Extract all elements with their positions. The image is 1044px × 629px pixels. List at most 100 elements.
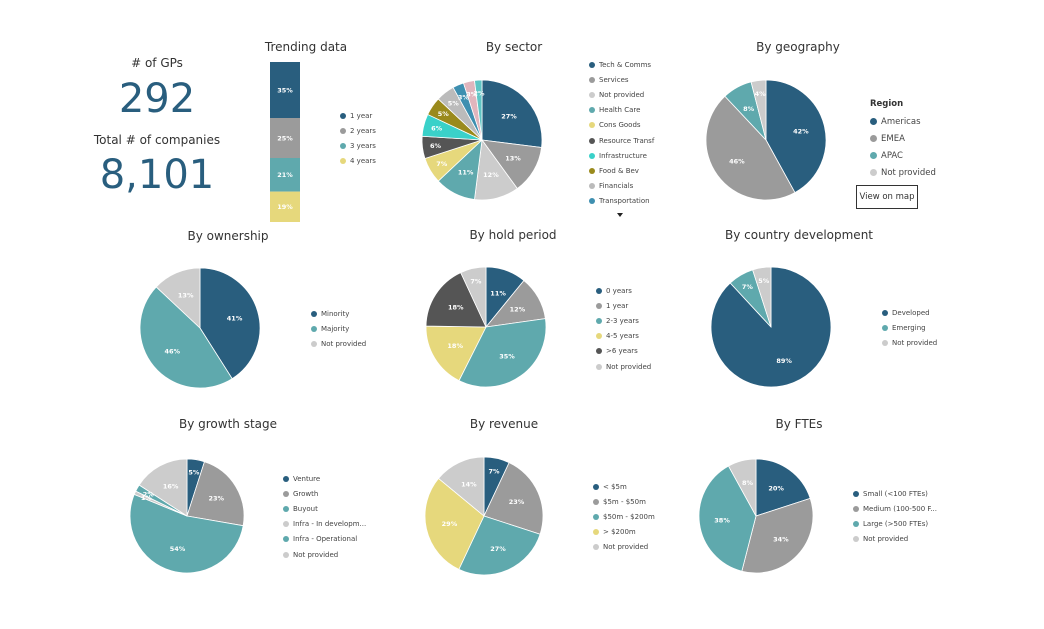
hold-legend-item-6-years[interactable]: >6 years (596, 344, 651, 359)
hold-slice-2-3-years[interactable] (458, 318, 547, 388)
growth-legend-item-venture[interactable]: Venture (283, 471, 366, 486)
sector-slice-label-infrastructure: 6% (431, 125, 443, 133)
sector-title: By sector (485, 40, 543, 54)
legend-label: Not provided (606, 362, 652, 371)
ftes-slice-not-provided[interactable] (727, 458, 757, 517)
hold-slice-not-provided[interactable] (460, 266, 487, 328)
sector-slice-tech-comms[interactable] (481, 79, 543, 148)
legend-dot-icon (596, 302, 602, 309)
ftes-legend-item-large-500-ftes[interactable]: Large (>500 FTEs) (853, 516, 937, 531)
sector-legend-item-services[interactable]: Services (589, 72, 654, 87)
ftes-legend-item-medium-100-500-f[interactable]: Medium (100-500 F... (853, 501, 937, 516)
growth-slice-not-provided[interactable] (138, 458, 188, 517)
hold-legend-item-not-provided[interactable]: Not provided (596, 359, 651, 374)
ownership-legend-item-not-provided[interactable]: Not provided (311, 336, 366, 351)
gps-label: # of GPs (131, 56, 183, 70)
legend-dot-icon (593, 529, 599, 536)
sector-legend-item-financials[interactable]: Financials (589, 179, 654, 194)
revenue-legend-item-5m[interactable]: < $5m (593, 479, 655, 494)
trending-legend-item-1-year[interactable]: 1 year (340, 108, 376, 123)
revenue-legend-item-5m-50m[interactable]: $5m - $50m (593, 494, 655, 509)
legend-label: $50m - $200m (603, 512, 655, 521)
development-legend-item-not-provided[interactable]: Not provided (882, 335, 937, 350)
sector-slice-other-2[interactable] (474, 79, 483, 141)
sector-legend-item-health-care[interactable]: Health Care (589, 103, 654, 118)
ftes-legend-item-small-100-ftes[interactable]: Small (<100 FTEs) (853, 486, 937, 501)
ftes-legend-item-not-provided[interactable]: Not provided (853, 532, 937, 547)
growth-legend-item-infra-in-developm[interactable]: Infra - In developm... (283, 517, 366, 532)
hold-legend-item-1-year[interactable]: 1 year (596, 298, 651, 313)
legend-label: Growth (293, 489, 319, 498)
sector-slice-label-not-provided: 12% (483, 171, 499, 179)
legend-dot-icon (283, 490, 289, 497)
sector-legend-item-tech-comms[interactable]: Tech & Comms (589, 57, 654, 72)
geography-slice-americas[interactable] (765, 79, 827, 194)
revenue-legend-item-not-provided[interactable]: Not provided (593, 540, 655, 555)
development-slice-label-developed: 89% (776, 357, 792, 365)
trending-legend-item-4-years[interactable]: 4 years (340, 154, 376, 169)
ownership-slice-not-provided[interactable] (155, 267, 201, 329)
development-legend-item-emerging[interactable]: Emerging (882, 320, 937, 335)
trending-bar-1-year (270, 62, 300, 118)
revenue-slice-200m[interactable] (424, 477, 485, 570)
legend-dot-icon (870, 135, 877, 142)
legend-label: Food & Bev (599, 166, 639, 175)
geography-slice-not-provided[interactable] (750, 79, 767, 141)
growth-legend-item-growth[interactable]: Growth (283, 486, 366, 501)
revenue-slice-not-provided[interactable] (437, 456, 485, 517)
ownership-slice-label-not-provided: 13% (178, 291, 194, 299)
ownership-legend-item-majority[interactable]: Majority (311, 321, 366, 336)
revenue-slice-label-200m: 29% (442, 520, 458, 528)
ftes-pie-chart: 20% 34% 38% 8% (698, 458, 814, 574)
trending-legend-item-3-years[interactable]: 3 years (340, 138, 376, 153)
geography-legend-item-not-provided[interactable]: Not provided (870, 164, 936, 181)
growth-slice-growth[interactable] (186, 461, 245, 527)
sector-slice-label-financials: 5% (448, 99, 460, 107)
hold-legend-item-2-3-years[interactable]: 2-3 years (596, 313, 651, 328)
sector-legend-item-food-bev[interactable]: Food & Bev (589, 163, 654, 178)
sector-legend-item-transportation[interactable]: Transportation (589, 194, 654, 209)
geography-legend-item-emea[interactable]: EMEA (870, 130, 936, 147)
view-on-map-button[interactable]: View on map (856, 185, 918, 209)
revenue-slice-50m-200m[interactable] (458, 515, 541, 576)
geography-title: By geography (756, 40, 840, 54)
hold-legend-item-4-5-years[interactable]: 4-5 years (596, 329, 651, 344)
legend-label: Tech & Comms (599, 60, 652, 69)
ownership-slice-majority[interactable] (139, 286, 233, 389)
ownership-legend-item-minority[interactable]: Minority (311, 306, 366, 321)
growth-legend-item-not-provided[interactable]: Not provided (283, 547, 366, 562)
development-legend-item-developed[interactable]: Developed (882, 305, 937, 320)
hold-slice-6-years[interactable] (425, 272, 487, 328)
legend-label: Services (599, 75, 629, 84)
growth-slice-buyout[interactable] (129, 493, 244, 574)
sector-slice-label-transportation: 3% (458, 93, 470, 101)
trending-legend-item-2-years[interactable]: 2 years (340, 123, 376, 138)
growth-legend-item-buyout[interactable]: Buyout (283, 501, 366, 516)
hold-legend-item-0-years[interactable]: 0 years (596, 283, 651, 298)
revenue-slice-label-not-provided: 14% (461, 480, 477, 488)
legend-dot-icon (882, 339, 888, 346)
growth-legend-item-infra-operational[interactable]: Infra - Operational (283, 532, 366, 547)
sector-legend-more-arrow[interactable] (617, 213, 623, 217)
sector-legend-item-not-provided[interactable]: Not provided (589, 87, 654, 102)
revenue-slice-5m-50m[interactable] (483, 462, 544, 535)
legend-label: Developed (892, 308, 930, 317)
ftes-slice-large-500-ftes[interactable] (698, 465, 757, 572)
legend-dot-icon (596, 317, 602, 324)
geography-legend-item-americas[interactable]: Americas (870, 113, 936, 130)
sector-legend-item-resource-transf[interactable]: Resource Transf (589, 133, 654, 148)
growth-legend: Venture Growth Buyout Infra - In developm..… (283, 471, 366, 562)
ftes-slice-small-100-ftes[interactable] (755, 458, 811, 517)
geography-slice-label-not-provided: 4% (755, 90, 767, 98)
geography-legend-item-apac[interactable]: APAC (870, 147, 936, 164)
sector-legend-item-cons-goods[interactable]: Cons Goods (589, 118, 654, 133)
revenue-legend-item-50m-200m[interactable]: $50m - $200m (593, 509, 655, 524)
hold-slice-4-5-years[interactable] (425, 325, 487, 382)
sector-legend-item-infrastructure[interactable]: Infrastructure (589, 148, 654, 163)
development-slice-not-provided[interactable] (752, 266, 772, 328)
ftes-slice-medium-100-500-f[interactable] (741, 497, 814, 574)
geography-slice-emea[interactable] (705, 95, 796, 201)
legend-label: $5m - $50m (603, 497, 646, 506)
revenue-legend-item-200m[interactable]: > $200m (593, 525, 655, 540)
legend-label: Majority (321, 324, 350, 333)
